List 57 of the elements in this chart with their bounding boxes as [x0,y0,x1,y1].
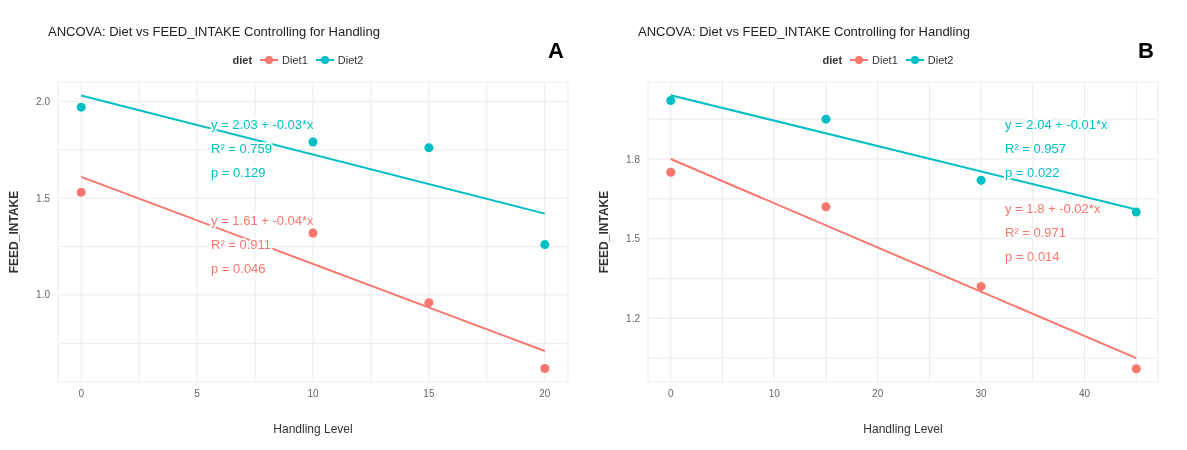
legend-label: Diet1 [872,54,898,66]
annotation: p = 0.022 [1005,165,1060,181]
x-tick-label: 10 [307,388,319,400]
annotation: p = 0.046 [211,261,266,277]
point [540,363,550,373]
chart-title: ANCOVA: Diet vs FEED_INTAKE Controlling for Handling [638,24,970,39]
annotation: R² = 0.759 [211,141,273,157]
point [1131,207,1141,217]
legend-label: Diet2 [337,54,364,66]
annotation: y = 2.03 + -0.03*x [211,117,315,133]
x-tick-label: 20 [872,388,884,400]
point [76,187,86,197]
point [308,137,318,147]
x-tick-label: 15 [423,388,435,400]
x-axis-title: Handling Level [272,422,354,436]
annotation: y = 2.04 + -0.01*x [1005,117,1109,133]
y-axis-title: FEED_INTAKE [597,190,612,274]
legend-label: Diet2 [927,54,954,66]
text: A [548,38,564,64]
point [976,175,986,185]
x-axis-title: Handling Level [862,422,944,436]
annotation: R² = 0.971 [1005,225,1067,241]
annotation: p = 0.014 [1005,249,1060,265]
point [666,96,676,106]
y-tick-label: 1.8 [626,153,641,165]
chart-title: ANCOVA: Diet vs FEED_INTAKE Controlling for Handling [48,24,380,39]
legend-title: diet [822,54,843,66]
y-axis-title: FEED_INTAKE [7,190,22,274]
legend-title: diet [232,54,253,66]
y-tick-label: 1.0 [36,289,51,301]
point [424,143,434,153]
point [308,228,318,238]
point [821,202,831,212]
point [666,167,676,177]
y-tick-label: 1.2 [626,312,641,324]
point [76,102,86,112]
annotation: R² = 0.957 [1005,141,1067,157]
x-tick-label: 30 [975,388,988,400]
annotation: y = 1.8 + -0.02*x [1005,201,1101,217]
y-tick-label: 1.5 [626,233,641,245]
point [821,114,831,124]
annotation: p = 0.129 [211,165,266,181]
point [976,281,986,291]
x-tick-label: 20 [539,388,551,400]
x-tick-label: 5 [194,388,201,400]
x-tick-label: 10 [768,388,781,400]
point [540,240,550,250]
y-tick-label: 1.5 [36,192,51,204]
point [1131,364,1141,374]
y-tick-label: 2.0 [36,95,51,107]
x-tick-label: 0 [667,388,674,400]
x-tick-label: 0 [78,388,85,400]
text: B [1138,38,1154,64]
x-tick-label: 40 [1078,388,1091,400]
annotation: y = 1.61 + -0.04*x [211,213,315,229]
legend-label: Diet1 [282,54,308,66]
point [424,298,434,308]
